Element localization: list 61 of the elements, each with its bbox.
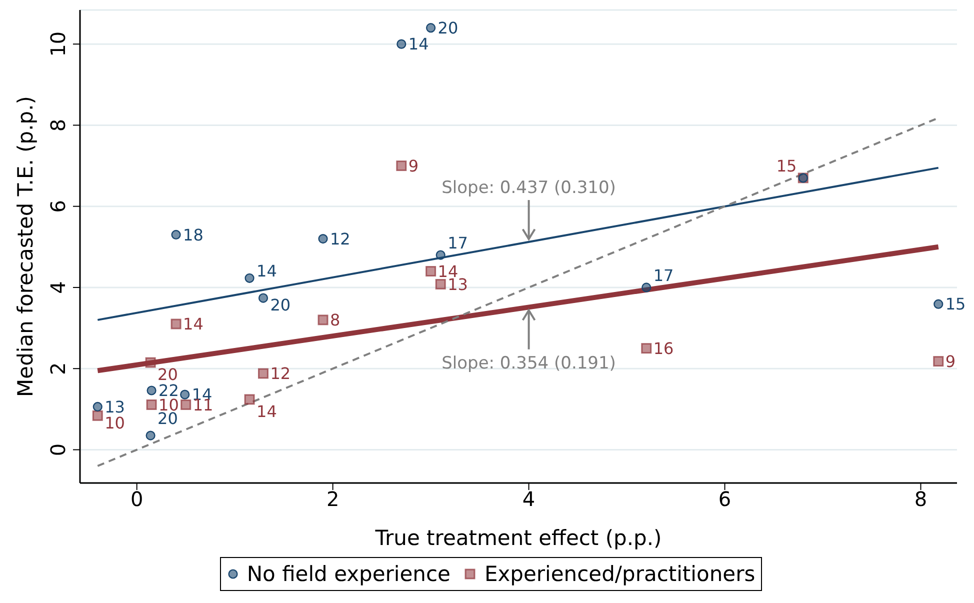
y-tick-label: 2 <box>46 362 70 375</box>
legend-label: No field experience <box>246 562 450 586</box>
point <box>146 430 156 440</box>
y-tick-label: 10 <box>46 31 70 57</box>
point <box>426 23 436 33</box>
point <box>396 160 407 172</box>
annotation: 14 <box>256 262 277 281</box>
point <box>435 278 446 290</box>
x-tick-label: 6 <box>718 487 732 512</box>
x-tick-label: 8 <box>914 487 928 512</box>
annotation: 9 <box>408 156 419 176</box>
annotation: 17 <box>448 234 468 253</box>
annotation: 16 <box>653 338 674 358</box>
point <box>146 386 156 396</box>
annotation: 15 <box>945 294 966 314</box>
point <box>92 402 102 412</box>
point <box>934 299 944 309</box>
annotation: 14 <box>183 314 204 334</box>
point <box>642 282 652 292</box>
point <box>145 357 156 368</box>
point <box>396 39 406 49</box>
point <box>258 293 268 303</box>
y-tick-label: 0 <box>46 443 70 456</box>
annotation: 20 <box>158 365 178 384</box>
annotation: 14 <box>408 34 429 54</box>
point <box>426 266 436 276</box>
annotation: 12 <box>270 364 291 384</box>
x-axis-title: True treatment effect (p.p.) <box>374 526 662 550</box>
point <box>244 394 255 405</box>
annotation: 20 <box>438 18 458 38</box>
point <box>318 314 328 326</box>
point <box>92 410 103 421</box>
legend-label: Experienced/practitioners <box>484 562 756 586</box>
point <box>180 390 190 400</box>
x-tick-label: 2 <box>326 487 340 512</box>
point <box>170 318 182 330</box>
x-tick-label: 4 <box>522 487 536 512</box>
point <box>258 368 268 379</box>
y-tick-label: 4 <box>46 281 70 294</box>
point <box>171 230 181 240</box>
annotation: 14 <box>256 402 277 422</box>
point <box>146 399 157 410</box>
y-tick-label: 6 <box>46 200 70 213</box>
annotation: Slope: 0.437 (0.310) <box>442 178 616 198</box>
point <box>318 234 328 244</box>
annotation: 18 <box>183 225 204 244</box>
annotation: 8 <box>330 310 340 330</box>
point <box>641 343 652 354</box>
annotation: 15 <box>776 156 797 176</box>
y-axis-title: Median forecasted T.E. (p.p.) <box>13 96 38 397</box>
y-tick-label: 8 <box>46 118 70 132</box>
annotation: 17 <box>653 266 674 286</box>
annotation: Slope: 0.354 (0.191) <box>442 353 616 374</box>
point <box>436 250 446 260</box>
annotation: 9 <box>945 352 956 371</box>
point <box>180 399 192 410</box>
annotation: 12 <box>330 229 350 248</box>
annotation: 20 <box>270 296 291 315</box>
point <box>244 273 254 283</box>
point <box>933 356 944 367</box>
x-tick-label: 0 <box>130 487 144 512</box>
